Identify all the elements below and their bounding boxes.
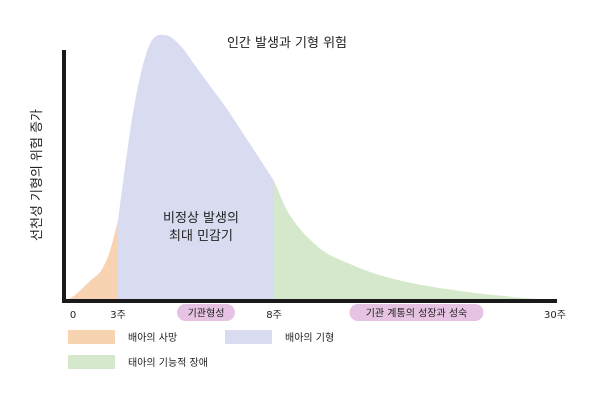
period-pill (349, 304, 484, 321)
legend-swatch (68, 355, 115, 369)
x-tick-label: 0 (70, 310, 76, 321)
legend-label: 태아의 기능적 장애 (128, 357, 208, 369)
x-tick-label: 8주 (266, 310, 282, 321)
period-label: 기관형성 (188, 308, 225, 320)
chart-title: 인간 발생과 기형 위험 (227, 36, 347, 51)
x-tick-label: 30주 (544, 310, 566, 321)
x-tick-label: 3주 (110, 310, 126, 321)
y-axis-label: 선천성 기형의 위험 증가 (30, 109, 45, 241)
area-1 (67, 220, 118, 300)
area-2 (118, 34, 274, 300)
legend-label: 배아의 기형 (285, 332, 334, 344)
annotation-line: 최대 민감기 (169, 229, 233, 244)
legend-swatch (68, 330, 115, 344)
area-3 (274, 180, 555, 300)
period-label: 기관 계통의 성장과 성숙 (366, 308, 468, 320)
legend-label: 배아의 사망 (128, 332, 177, 344)
annotation-line: 비정상 발생의 (163, 211, 239, 226)
period-pill (177, 304, 235, 321)
legend-swatch (225, 330, 272, 344)
